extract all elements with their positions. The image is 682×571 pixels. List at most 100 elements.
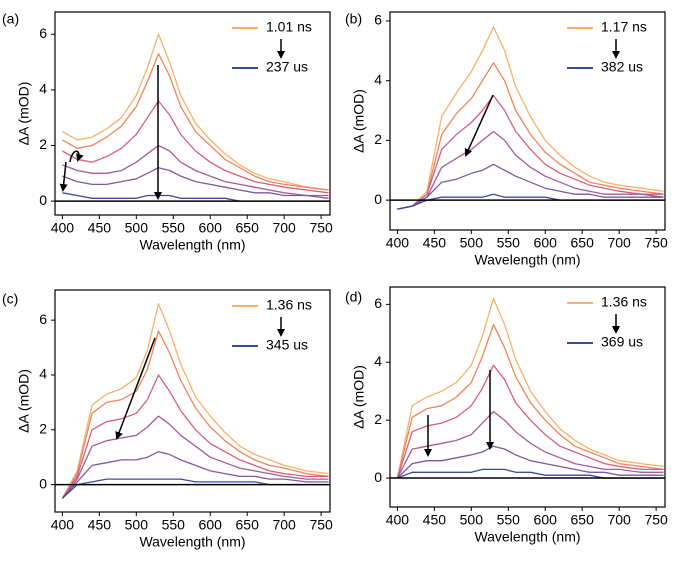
y-tick-label: 6 bbox=[39, 25, 47, 41]
series-line bbox=[397, 163, 664, 210]
x-tick-label: 400 bbox=[386, 235, 410, 251]
series-line bbox=[397, 26, 664, 210]
x-tick-label: 450 bbox=[423, 235, 447, 251]
y-tick-label: 2 bbox=[39, 136, 47, 152]
x-tick-label: 650 bbox=[571, 512, 595, 528]
x-tick-label: 500 bbox=[460, 235, 484, 251]
x-tick-label: 750 bbox=[644, 235, 668, 251]
y-tick-label: 6 bbox=[39, 311, 47, 327]
legend-label: 1.36 ns bbox=[601, 294, 647, 310]
panel-label: (b) bbox=[345, 11, 362, 27]
annotation-arrow bbox=[69, 150, 84, 163]
series-line bbox=[397, 193, 664, 210]
y-tick-label: 0 bbox=[374, 191, 382, 207]
x-tick-label: 500 bbox=[460, 512, 484, 528]
legend-label: 1.01 ns bbox=[266, 19, 312, 35]
y-axis-label: ΔA (mOD) bbox=[16, 369, 32, 433]
series-line bbox=[397, 62, 664, 210]
x-tick-label: 700 bbox=[607, 235, 631, 251]
x-tick-label: 550 bbox=[162, 220, 186, 236]
x-tick-label: 600 bbox=[534, 512, 558, 528]
panel: (c) 400 450 500 550 600 650 700 750 0 2 4 6 Wavelengt… bbox=[2, 289, 333, 550]
series-line bbox=[61, 374, 329, 499]
panel-label: (a) bbox=[2, 11, 19, 27]
y-tick-label: 0 bbox=[374, 469, 382, 485]
y-tick-label: 0 bbox=[39, 475, 47, 491]
x-tick-label: 550 bbox=[497, 235, 521, 251]
series-line bbox=[62, 167, 329, 199]
x-tick-label: 750 bbox=[644, 512, 668, 528]
x-tick-label: 700 bbox=[272, 517, 296, 533]
legend-label: 369 us bbox=[601, 334, 643, 350]
series-line bbox=[62, 33, 329, 191]
x-tick-label: 650 bbox=[571, 235, 595, 251]
x-tick-label: 700 bbox=[607, 512, 631, 528]
x-tick-label: 600 bbox=[534, 235, 558, 251]
y-tick-label: 4 bbox=[39, 81, 47, 97]
x-tick-label: 450 bbox=[88, 220, 112, 236]
x-tick-label: 450 bbox=[423, 512, 447, 528]
x-tick-label: 650 bbox=[236, 517, 260, 533]
x-axis-label: Wavelength (nm) bbox=[139, 237, 245, 253]
panel-label: (c) bbox=[2, 291, 18, 307]
annotation-arrow bbox=[115, 337, 156, 440]
annotation-arrow bbox=[464, 94, 494, 157]
x-axis-label: Wavelength (nm) bbox=[474, 252, 580, 268]
series-line bbox=[61, 415, 329, 499]
x-tick-label: 400 bbox=[51, 517, 75, 533]
series-line bbox=[397, 94, 664, 210]
series-line bbox=[62, 53, 329, 191]
plot-frame bbox=[389, 286, 666, 508]
x-tick-label: 550 bbox=[162, 517, 186, 533]
plot-frame bbox=[54, 289, 331, 513]
legend-label: 1.17 ns bbox=[601, 19, 647, 35]
x-tick-label: 400 bbox=[386, 512, 410, 528]
x-tick-label: 600 bbox=[199, 220, 223, 236]
plot-frame bbox=[389, 11, 666, 231]
series-line bbox=[396, 297, 664, 479]
x-tick-label: 650 bbox=[236, 220, 260, 236]
y-axis-label: ΔA (mOD) bbox=[351, 365, 367, 429]
x-tick-label: 400 bbox=[51, 220, 75, 236]
y-tick-label: 4 bbox=[374, 353, 382, 369]
x-tick-label: 600 bbox=[199, 517, 223, 533]
legend-label: 345 us bbox=[266, 337, 308, 353]
y-axis-label: ΔA (mOD) bbox=[351, 89, 367, 153]
series-line bbox=[396, 410, 664, 479]
y-tick-label: 0 bbox=[39, 192, 47, 208]
legend-label: 1.36 ns bbox=[266, 297, 312, 313]
y-tick-label: 6 bbox=[374, 12, 382, 28]
series-line bbox=[396, 445, 664, 479]
legend-label: 382 us bbox=[601, 59, 643, 75]
series-line bbox=[61, 330, 329, 499]
x-tick-label: 500 bbox=[125, 220, 149, 236]
x-tick-label: 700 bbox=[272, 220, 296, 236]
y-tick-label: 4 bbox=[374, 71, 382, 87]
panel: (d) 400 450 500 550 600 650 700 750 0 2 4 6 Wavelengt… bbox=[345, 286, 668, 545]
legend-label: 237 us bbox=[266, 59, 308, 75]
x-tick-label: 550 bbox=[497, 512, 521, 528]
series-line bbox=[397, 130, 664, 210]
series-line bbox=[61, 451, 329, 499]
series-line bbox=[62, 192, 329, 202]
series-line bbox=[61, 478, 329, 499]
x-tick-label: 750 bbox=[309, 220, 333, 236]
series-line bbox=[62, 100, 329, 194]
x-tick-label: 750 bbox=[309, 517, 333, 533]
series-line bbox=[61, 303, 329, 499]
annotation-arrow bbox=[59, 161, 68, 192]
series-line bbox=[396, 364, 664, 479]
panel: (a) 400 450 500 550 600 650 700 750 0 2 4 6 Wavelengt… bbox=[2, 11, 333, 253]
y-tick-label: 6 bbox=[374, 295, 382, 311]
y-tick-label: 2 bbox=[39, 420, 47, 436]
series-line bbox=[62, 144, 329, 197]
panel-label: (d) bbox=[345, 289, 362, 305]
y-tick-label: 2 bbox=[374, 131, 382, 147]
plot-frame bbox=[54, 11, 331, 216]
series-line bbox=[397, 468, 664, 479]
y-axis-label: ΔA (mOD) bbox=[16, 82, 32, 146]
x-axis-label: Wavelength (nm) bbox=[474, 529, 580, 545]
x-axis-label: Wavelength (nm) bbox=[139, 534, 245, 550]
series-line bbox=[396, 323, 664, 479]
